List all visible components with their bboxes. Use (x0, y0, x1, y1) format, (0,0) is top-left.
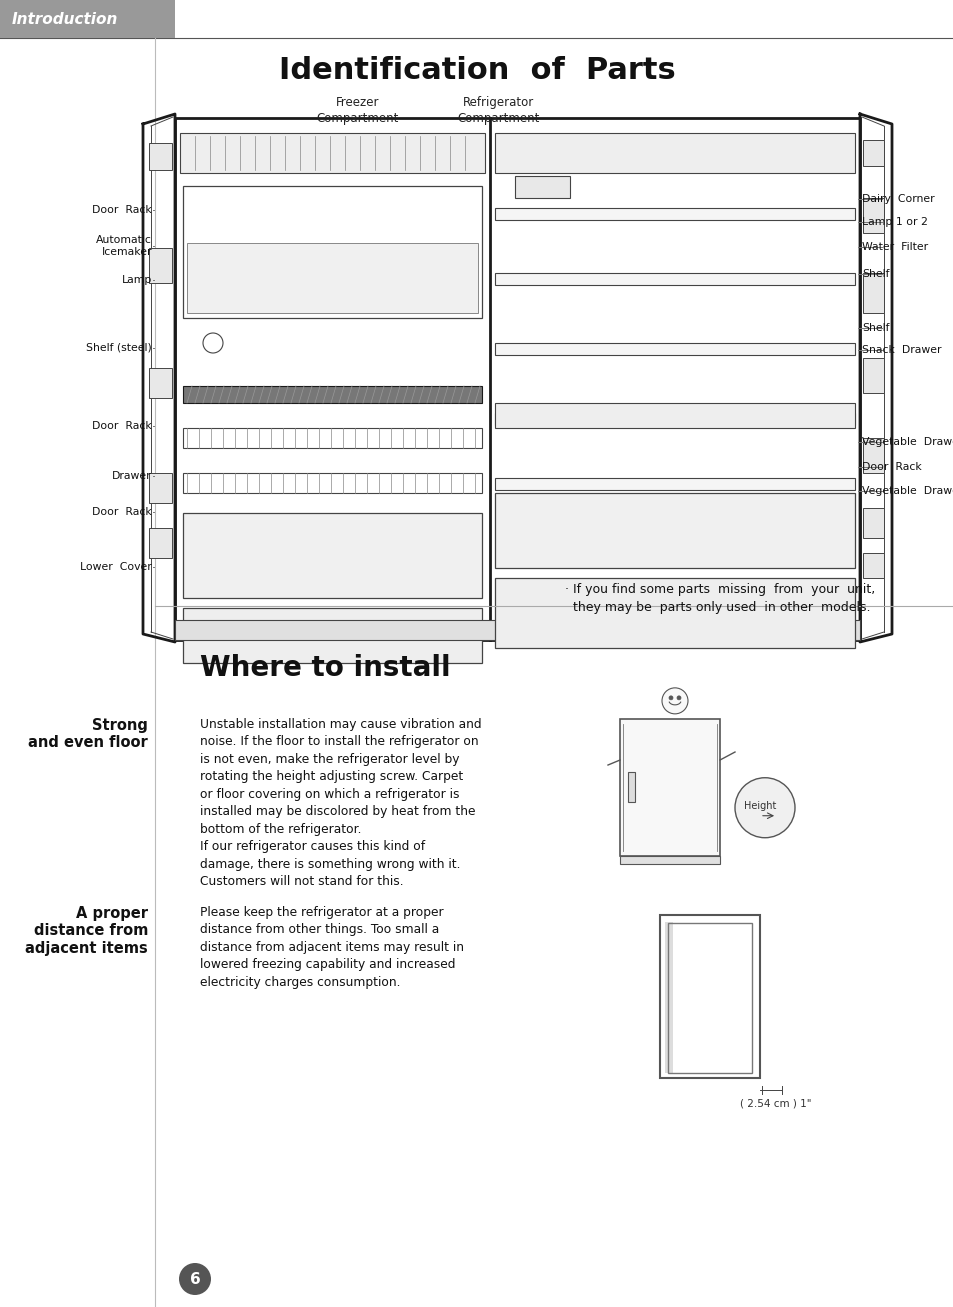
Bar (149, 369, 172, 399)
Text: Freezer
Compartment: Freezer Compartment (316, 95, 398, 125)
Bar (183, 427, 481, 448)
Bar (515, 176, 569, 197)
Text: Dairy  Corner: Dairy Corner (862, 193, 934, 204)
Text: Shelf: Shelf (862, 269, 888, 280)
Circle shape (661, 687, 687, 714)
Bar (183, 473, 481, 493)
Text: Door  Rack: Door Rack (862, 461, 921, 472)
Circle shape (669, 528, 679, 538)
Text: Lower  Cover: Lower Cover (80, 562, 152, 572)
Text: · If you find some parts  missing  from  your  unit,
  they may be  parts only u: · If you find some parts missing from yo… (564, 583, 874, 614)
Bar (619, 856, 720, 864)
Bar (627, 772, 635, 802)
Bar (174, 118, 859, 640)
Bar (495, 342, 854, 356)
Text: Door  Rack: Door Rack (92, 507, 152, 518)
Text: Vegetable  Drawer: Vegetable Drawer (862, 437, 953, 447)
Bar (0, 0, 174, 38)
Bar (862, 508, 883, 538)
Bar (149, 142, 172, 170)
Bar (495, 403, 854, 427)
Circle shape (668, 695, 672, 699)
Text: Shelf (steel): Shelf (steel) (86, 342, 152, 353)
Text: Refrigerator
Compartment: Refrigerator Compartment (457, 95, 539, 125)
Circle shape (639, 610, 649, 621)
Text: Where to install: Where to install (200, 654, 450, 681)
Text: Shelf: Shelf (862, 323, 888, 333)
Circle shape (179, 1263, 211, 1295)
Text: Strong
and even floor: Strong and even floor (29, 718, 148, 750)
Bar (862, 438, 883, 473)
Text: Lamp 1 or 2: Lamp 1 or 2 (862, 217, 927, 227)
Bar (149, 473, 172, 503)
Bar (183, 386, 481, 403)
Text: Lamp: Lamp (121, 274, 152, 285)
Text: Introduction: Introduction (12, 12, 118, 26)
Text: 6: 6 (190, 1272, 200, 1286)
Bar (495, 413, 854, 425)
Text: Drawer: Drawer (112, 472, 152, 481)
Bar (183, 186, 481, 318)
Bar (862, 358, 883, 393)
Bar (183, 608, 481, 663)
Bar (495, 273, 854, 285)
Bar (862, 553, 883, 578)
Bar (149, 528, 172, 558)
Text: Height: Height (743, 801, 776, 810)
Bar (183, 514, 481, 599)
Bar (149, 248, 172, 284)
Bar (862, 140, 883, 166)
Bar (862, 197, 883, 233)
Bar (495, 578, 854, 648)
Bar (659, 915, 760, 1078)
Text: A proper
distance from
adjacent items: A proper distance from adjacent items (25, 906, 148, 955)
Text: Door  Rack: Door Rack (92, 421, 152, 431)
Text: Identification  of  Parts: Identification of Parts (278, 56, 675, 85)
Bar (174, 620, 859, 640)
Bar (667, 923, 751, 1073)
Circle shape (328, 633, 336, 640)
Bar (187, 243, 477, 312)
Text: ( 2.54 cm ) 1": ( 2.54 cm ) 1" (740, 1098, 811, 1108)
Bar (619, 719, 720, 856)
Text: Door  Rack: Door Rack (92, 205, 152, 216)
Text: Please keep the refrigerator at a proper
distance from other things. Too small a: Please keep the refrigerator at a proper… (200, 906, 463, 989)
Circle shape (328, 554, 336, 562)
Circle shape (677, 695, 680, 699)
Bar (862, 273, 883, 312)
Text: Unstable installation may cause vibration and
noise. If the floor to install the: Unstable installation may cause vibratio… (200, 718, 481, 887)
Bar (495, 493, 854, 569)
Circle shape (734, 778, 794, 838)
Text: Snack  Drawer: Snack Drawer (862, 345, 941, 356)
Bar (495, 133, 854, 173)
Text: Water  Filter: Water Filter (862, 242, 927, 252)
Text: Automatic
Icemaker: Automatic Icemaker (96, 235, 152, 256)
Bar (495, 208, 854, 220)
Circle shape (456, 244, 463, 252)
Text: Vegetable  Drawer: Vegetable Drawer (862, 486, 953, 497)
Bar (180, 133, 484, 173)
Bar (664, 921, 672, 1073)
Bar (495, 478, 854, 490)
